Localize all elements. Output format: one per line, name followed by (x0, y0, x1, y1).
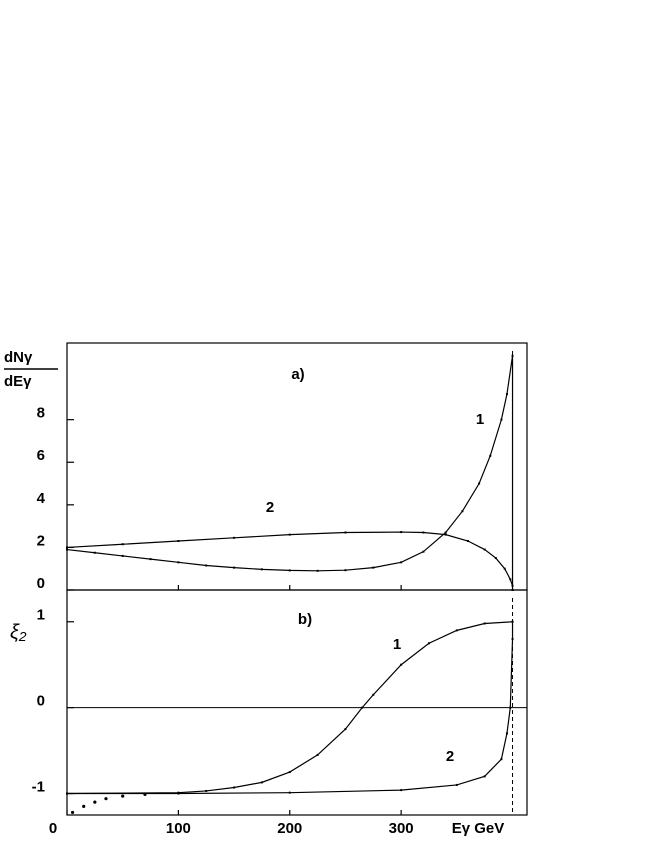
curve-dot (509, 578, 512, 581)
y-tick-label: 1 (37, 607, 45, 624)
data-point (121, 794, 125, 798)
curve-dot (121, 554, 124, 557)
data-point (93, 800, 97, 804)
curve-dot (511, 584, 514, 587)
y-axis-label: ξ₂ (10, 621, 27, 643)
curve-dot (505, 732, 508, 735)
curve-dot (149, 558, 152, 561)
curve-dot (500, 418, 503, 421)
curve-label: 2 (266, 499, 274, 516)
y-tick-label: 0 (37, 575, 45, 592)
plot-frame (66, 589, 528, 816)
curve-dot (205, 789, 208, 792)
y-tick-label: -1 (32, 778, 45, 795)
data-point (82, 804, 86, 809)
curve (66, 355, 514, 590)
x-tick-label: 100 (166, 820, 191, 837)
curve-dot (427, 642, 430, 645)
curve-dot (66, 546, 68, 549)
curve-dot (461, 510, 464, 513)
curve-dot (260, 568, 263, 571)
curve-dot (177, 540, 180, 543)
curve-dot (494, 557, 497, 560)
curve-dot (344, 569, 347, 572)
curve-dot (361, 706, 364, 709)
y-tick-label: 6 (37, 447, 45, 464)
curve-dot (233, 536, 236, 539)
curve-dot (511, 620, 514, 623)
curve-dot (66, 792, 68, 795)
curve-dot (478, 482, 481, 485)
curve-dot (93, 551, 96, 554)
curve-dot (400, 663, 403, 666)
curve-dot (444, 531, 447, 534)
curve-dot (500, 758, 503, 761)
curve-dot (177, 561, 180, 564)
curve-dot (505, 393, 508, 396)
panel-label: b) (298, 611, 312, 628)
curve-dot (233, 566, 236, 569)
curve-dot (422, 531, 425, 534)
curve-dot (509, 706, 512, 709)
data-point (70, 810, 75, 815)
data-point (104, 797, 108, 801)
curve-dot (121, 543, 124, 546)
curve-dot (316, 569, 319, 572)
y-axis-label: dNγ (4, 349, 33, 366)
y-tick-label: 2 (37, 532, 45, 549)
curve-dot (288, 791, 291, 794)
curve-dot (483, 548, 486, 551)
y-tick-label: 8 (37, 405, 45, 422)
data-point (143, 792, 147, 796)
curve-dot (444, 533, 447, 536)
curve-dot (288, 533, 291, 536)
y-tick-label: 4 (37, 490, 46, 507)
curve-dot (288, 569, 291, 572)
curve-dot (233, 786, 236, 789)
curve-dot (288, 771, 291, 774)
curve-dot (455, 783, 458, 786)
curve-dot (400, 561, 403, 564)
curve-dot (66, 548, 68, 551)
curve-label: 1 (393, 636, 401, 653)
panel-label: a) (291, 366, 304, 383)
curve-dot (511, 354, 514, 357)
curve-dot (372, 566, 375, 569)
curve-dot (205, 564, 208, 567)
curve-dot (177, 792, 180, 795)
x-axis-label: Eγ GeV (452, 820, 505, 837)
curve-dot (455, 629, 458, 632)
curve-label: 1 (476, 411, 484, 428)
curve-dot (511, 637, 514, 640)
curve-dot (483, 775, 486, 778)
y-tick-label: 0 (37, 693, 45, 710)
curve-dot (344, 531, 347, 534)
curve-dot (372, 693, 375, 696)
curve-dot (400, 531, 403, 534)
curve-dot (503, 567, 506, 570)
x-tick-label: 300 (389, 820, 414, 837)
curve-dot (316, 753, 319, 756)
x-tick-label: 200 (277, 820, 302, 837)
y-axis-label: dEγ (4, 373, 32, 390)
curve-dot (344, 728, 347, 731)
curve-dot (466, 540, 469, 543)
curve (66, 531, 514, 586)
curve-dot (489, 454, 492, 457)
curve-dot (260, 781, 263, 784)
x-tick-label: 0 (49, 820, 57, 837)
curve-dot (422, 550, 425, 553)
curve-dot (483, 622, 486, 625)
curve-dot (400, 789, 403, 792)
curve-label: 2 (446, 748, 454, 765)
